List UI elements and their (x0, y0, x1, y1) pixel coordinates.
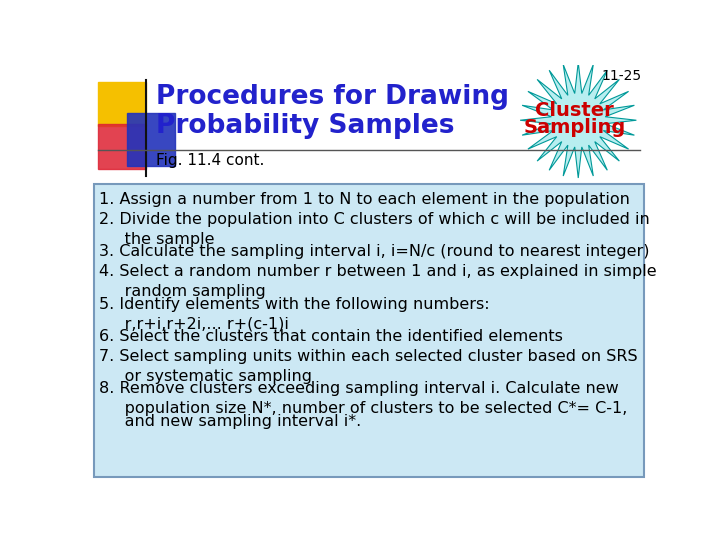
Text: 1. Assign a number from 1 to N to each element in the population: 1. Assign a number from 1 to N to each e… (99, 192, 630, 207)
Text: random sampling: random sampling (99, 284, 266, 299)
Text: Procedures for Drawing: Procedures for Drawing (156, 84, 509, 110)
Bar (90, 65, 648, 188)
Polygon shape (520, 63, 636, 178)
Text: r,r+i,r+2i,... r+(c-1)i: r,r+i,r+2i,... r+(c-1)i (99, 316, 289, 332)
Text: Cluster: Cluster (535, 102, 613, 120)
Text: 2. Divide the population into C clusters of which c will be included in: 2. Divide the population into C clusters… (99, 212, 650, 227)
Text: population size N*, number of clusters to be selected C*= C-1,: population size N*, number of clusters t… (99, 401, 628, 416)
Text: the sample: the sample (99, 232, 215, 247)
Text: Probability Samples: Probability Samples (156, 112, 454, 139)
Text: 11-25: 11-25 (602, 69, 642, 83)
Text: 5. Identify elements with the following numbers:: 5. Identify elements with the following … (99, 296, 490, 312)
Text: and new sampling interval i*.: and new sampling interval i*. (99, 414, 361, 429)
Bar (94, 184, 644, 477)
Text: or systematic sampling: or systematic sampling (99, 369, 312, 384)
Text: Fig. 11.4 cont.: Fig. 11.4 cont. (156, 153, 264, 168)
Bar (127, 112, 175, 166)
Text: 7. Select sampling units within each selected cluster based on SRS: 7. Select sampling units within each sel… (99, 349, 638, 364)
Text: 8. Remove clusters exceeding sampling interval i. Calculate new: 8. Remove clusters exceeding sampling in… (99, 381, 619, 396)
Bar (98, 82, 145, 126)
Bar (98, 124, 145, 168)
Text: 3. Calculate the sampling interval i, i=N/c (round to nearest integer): 3. Calculate the sampling interval i, i=… (99, 244, 649, 259)
Text: 6. Select the clusters that contain the identified elements: 6. Select the clusters that contain the … (99, 329, 563, 344)
Text: Sampling: Sampling (523, 118, 626, 138)
Text: 4. Select a random number r between 1 and i, as explained in simple: 4. Select a random number r between 1 an… (99, 264, 657, 279)
